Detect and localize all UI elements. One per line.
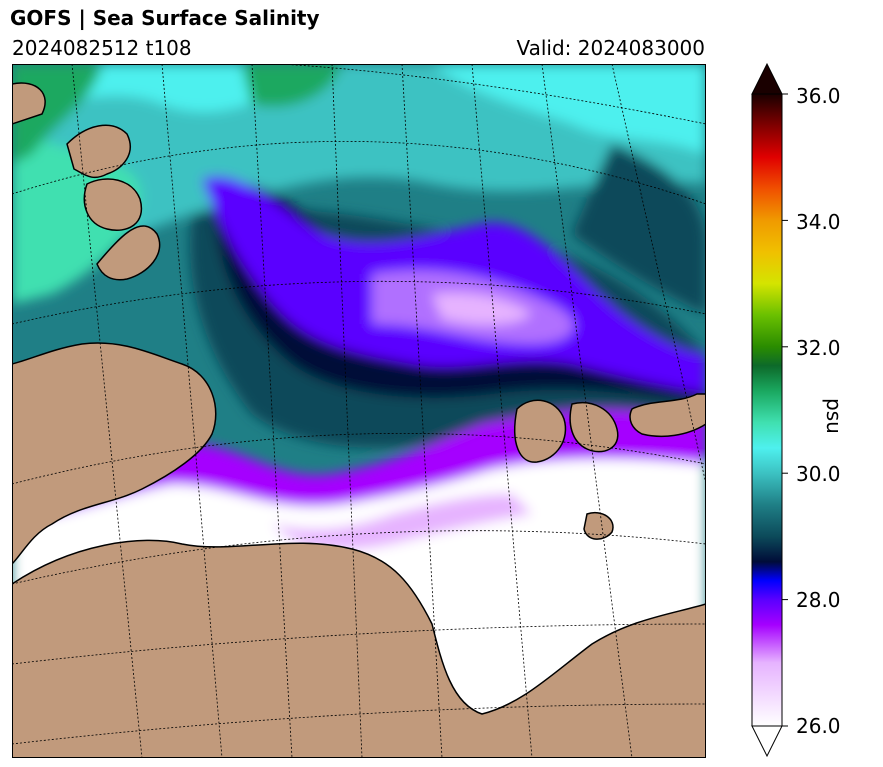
- map-frame: [12, 64, 706, 758]
- new-siberian-island: [513, 399, 567, 463]
- model-run-label: 2024082512 t108: [12, 36, 192, 60]
- graticule: [12, 64, 706, 758]
- colorbar-tick-32: 32.0: [796, 336, 841, 360]
- colorbar-tick-34: 34.0: [796, 210, 841, 234]
- colorbar-tick-30: 30.0: [796, 462, 841, 486]
- taymyr-peninsula: [12, 342, 217, 566]
- salinity-map[interactable]: [12, 64, 706, 758]
- land-masses: [12, 82, 706, 758]
- colorbar-units: psu: [822, 398, 846, 434]
- valid-time-label: Valid: 2024083000: [516, 36, 705, 60]
- colorbar-extend-min: [751, 725, 783, 758]
- colorbar-tick-26: 26.0: [796, 714, 841, 738]
- mainland-coast: [12, 539, 706, 758]
- colorbar-tick-28: 28.0: [796, 588, 841, 612]
- colorbar: [751, 62, 788, 758]
- colorbar-tick-36: 36.0: [796, 84, 841, 108]
- colorbar-extend-max: [751, 62, 783, 95]
- map-title: GOFS | Sea Surface Salinity: [10, 6, 320, 30]
- island-north: [66, 124, 131, 179]
- colorbar-gradient: [751, 93, 783, 727]
